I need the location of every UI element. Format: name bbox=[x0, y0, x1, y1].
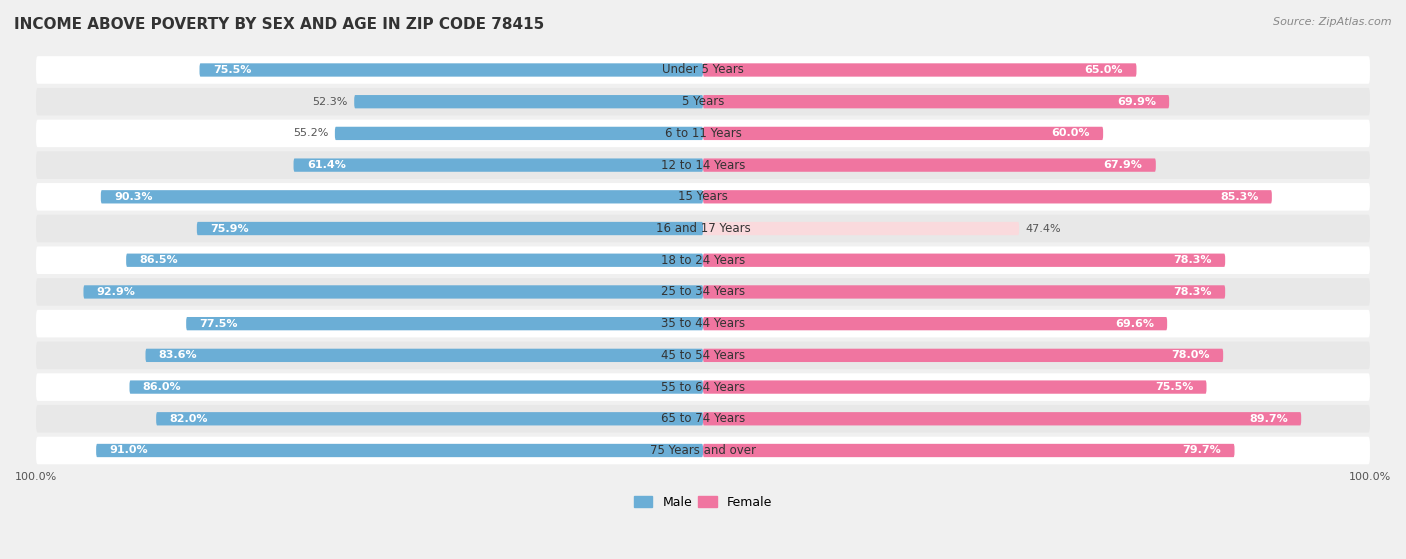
FancyBboxPatch shape bbox=[703, 254, 1225, 267]
Text: 92.9%: 92.9% bbox=[97, 287, 136, 297]
FancyBboxPatch shape bbox=[37, 215, 1369, 242]
Text: 69.6%: 69.6% bbox=[1115, 319, 1154, 329]
FancyBboxPatch shape bbox=[197, 222, 703, 235]
Text: Source: ZipAtlas.com: Source: ZipAtlas.com bbox=[1274, 17, 1392, 27]
FancyBboxPatch shape bbox=[703, 158, 1156, 172]
FancyBboxPatch shape bbox=[703, 127, 1104, 140]
FancyBboxPatch shape bbox=[335, 127, 703, 140]
Text: 45 to 54 Years: 45 to 54 Years bbox=[661, 349, 745, 362]
FancyBboxPatch shape bbox=[200, 63, 703, 77]
Text: 65.0%: 65.0% bbox=[1084, 65, 1123, 75]
FancyBboxPatch shape bbox=[703, 285, 1225, 299]
FancyBboxPatch shape bbox=[703, 444, 1234, 457]
Text: INCOME ABOVE POVERTY BY SEX AND AGE IN ZIP CODE 78415: INCOME ABOVE POVERTY BY SEX AND AGE IN Z… bbox=[14, 17, 544, 32]
FancyBboxPatch shape bbox=[703, 349, 1223, 362]
Text: 55.2%: 55.2% bbox=[292, 129, 328, 139]
FancyBboxPatch shape bbox=[96, 444, 703, 457]
FancyBboxPatch shape bbox=[37, 88, 1369, 116]
Text: 25 to 34 Years: 25 to 34 Years bbox=[661, 286, 745, 299]
FancyBboxPatch shape bbox=[37, 183, 1369, 211]
FancyBboxPatch shape bbox=[101, 190, 703, 203]
Text: 78.3%: 78.3% bbox=[1174, 255, 1212, 265]
FancyBboxPatch shape bbox=[703, 222, 1019, 235]
FancyBboxPatch shape bbox=[145, 349, 703, 362]
FancyBboxPatch shape bbox=[703, 381, 1206, 394]
Text: 82.0%: 82.0% bbox=[170, 414, 208, 424]
FancyBboxPatch shape bbox=[703, 412, 1301, 425]
FancyBboxPatch shape bbox=[703, 63, 1136, 77]
FancyBboxPatch shape bbox=[37, 151, 1369, 179]
FancyBboxPatch shape bbox=[127, 254, 703, 267]
FancyBboxPatch shape bbox=[129, 381, 703, 394]
Text: 69.9%: 69.9% bbox=[1116, 97, 1156, 107]
FancyBboxPatch shape bbox=[37, 278, 1369, 306]
Text: 55 to 64 Years: 55 to 64 Years bbox=[661, 381, 745, 394]
Text: 86.5%: 86.5% bbox=[139, 255, 179, 265]
Text: 6 to 11 Years: 6 to 11 Years bbox=[665, 127, 741, 140]
FancyBboxPatch shape bbox=[703, 95, 1170, 108]
FancyBboxPatch shape bbox=[37, 247, 1369, 274]
FancyBboxPatch shape bbox=[83, 285, 703, 299]
Text: 47.4%: 47.4% bbox=[1026, 224, 1062, 234]
FancyBboxPatch shape bbox=[703, 317, 1167, 330]
FancyBboxPatch shape bbox=[156, 412, 703, 425]
FancyBboxPatch shape bbox=[354, 95, 703, 108]
Text: 89.7%: 89.7% bbox=[1249, 414, 1288, 424]
Text: 83.6%: 83.6% bbox=[159, 350, 197, 361]
Text: 16 and 17 Years: 16 and 17 Years bbox=[655, 222, 751, 235]
FancyBboxPatch shape bbox=[37, 437, 1369, 465]
Text: 5 Years: 5 Years bbox=[682, 95, 724, 108]
FancyBboxPatch shape bbox=[37, 120, 1369, 147]
FancyBboxPatch shape bbox=[37, 342, 1369, 369]
Text: 90.3%: 90.3% bbox=[114, 192, 153, 202]
Text: 18 to 24 Years: 18 to 24 Years bbox=[661, 254, 745, 267]
FancyBboxPatch shape bbox=[37, 56, 1369, 84]
Text: 75.5%: 75.5% bbox=[1154, 382, 1194, 392]
Text: 91.0%: 91.0% bbox=[110, 446, 148, 456]
Text: 65 to 74 Years: 65 to 74 Years bbox=[661, 413, 745, 425]
Text: 79.7%: 79.7% bbox=[1182, 446, 1222, 456]
Text: 60.0%: 60.0% bbox=[1052, 129, 1090, 139]
FancyBboxPatch shape bbox=[37, 405, 1369, 433]
Text: 75.5%: 75.5% bbox=[212, 65, 252, 75]
Text: 85.3%: 85.3% bbox=[1220, 192, 1258, 202]
Text: 61.4%: 61.4% bbox=[307, 160, 346, 170]
FancyBboxPatch shape bbox=[37, 310, 1369, 338]
Text: 78.0%: 78.0% bbox=[1171, 350, 1209, 361]
Text: 78.3%: 78.3% bbox=[1174, 287, 1212, 297]
FancyBboxPatch shape bbox=[37, 373, 1369, 401]
Text: 67.9%: 67.9% bbox=[1104, 160, 1143, 170]
Text: 77.5%: 77.5% bbox=[200, 319, 238, 329]
Text: 86.0%: 86.0% bbox=[143, 382, 181, 392]
Text: 75.9%: 75.9% bbox=[209, 224, 249, 234]
Text: Under 5 Years: Under 5 Years bbox=[662, 64, 744, 77]
FancyBboxPatch shape bbox=[294, 158, 703, 172]
FancyBboxPatch shape bbox=[703, 190, 1272, 203]
Text: 35 to 44 Years: 35 to 44 Years bbox=[661, 317, 745, 330]
Text: 12 to 14 Years: 12 to 14 Years bbox=[661, 159, 745, 172]
Text: 52.3%: 52.3% bbox=[312, 97, 347, 107]
Text: 15 Years: 15 Years bbox=[678, 190, 728, 203]
Legend: Male, Female: Male, Female bbox=[628, 491, 778, 514]
Text: 75 Years and over: 75 Years and over bbox=[650, 444, 756, 457]
FancyBboxPatch shape bbox=[186, 317, 703, 330]
